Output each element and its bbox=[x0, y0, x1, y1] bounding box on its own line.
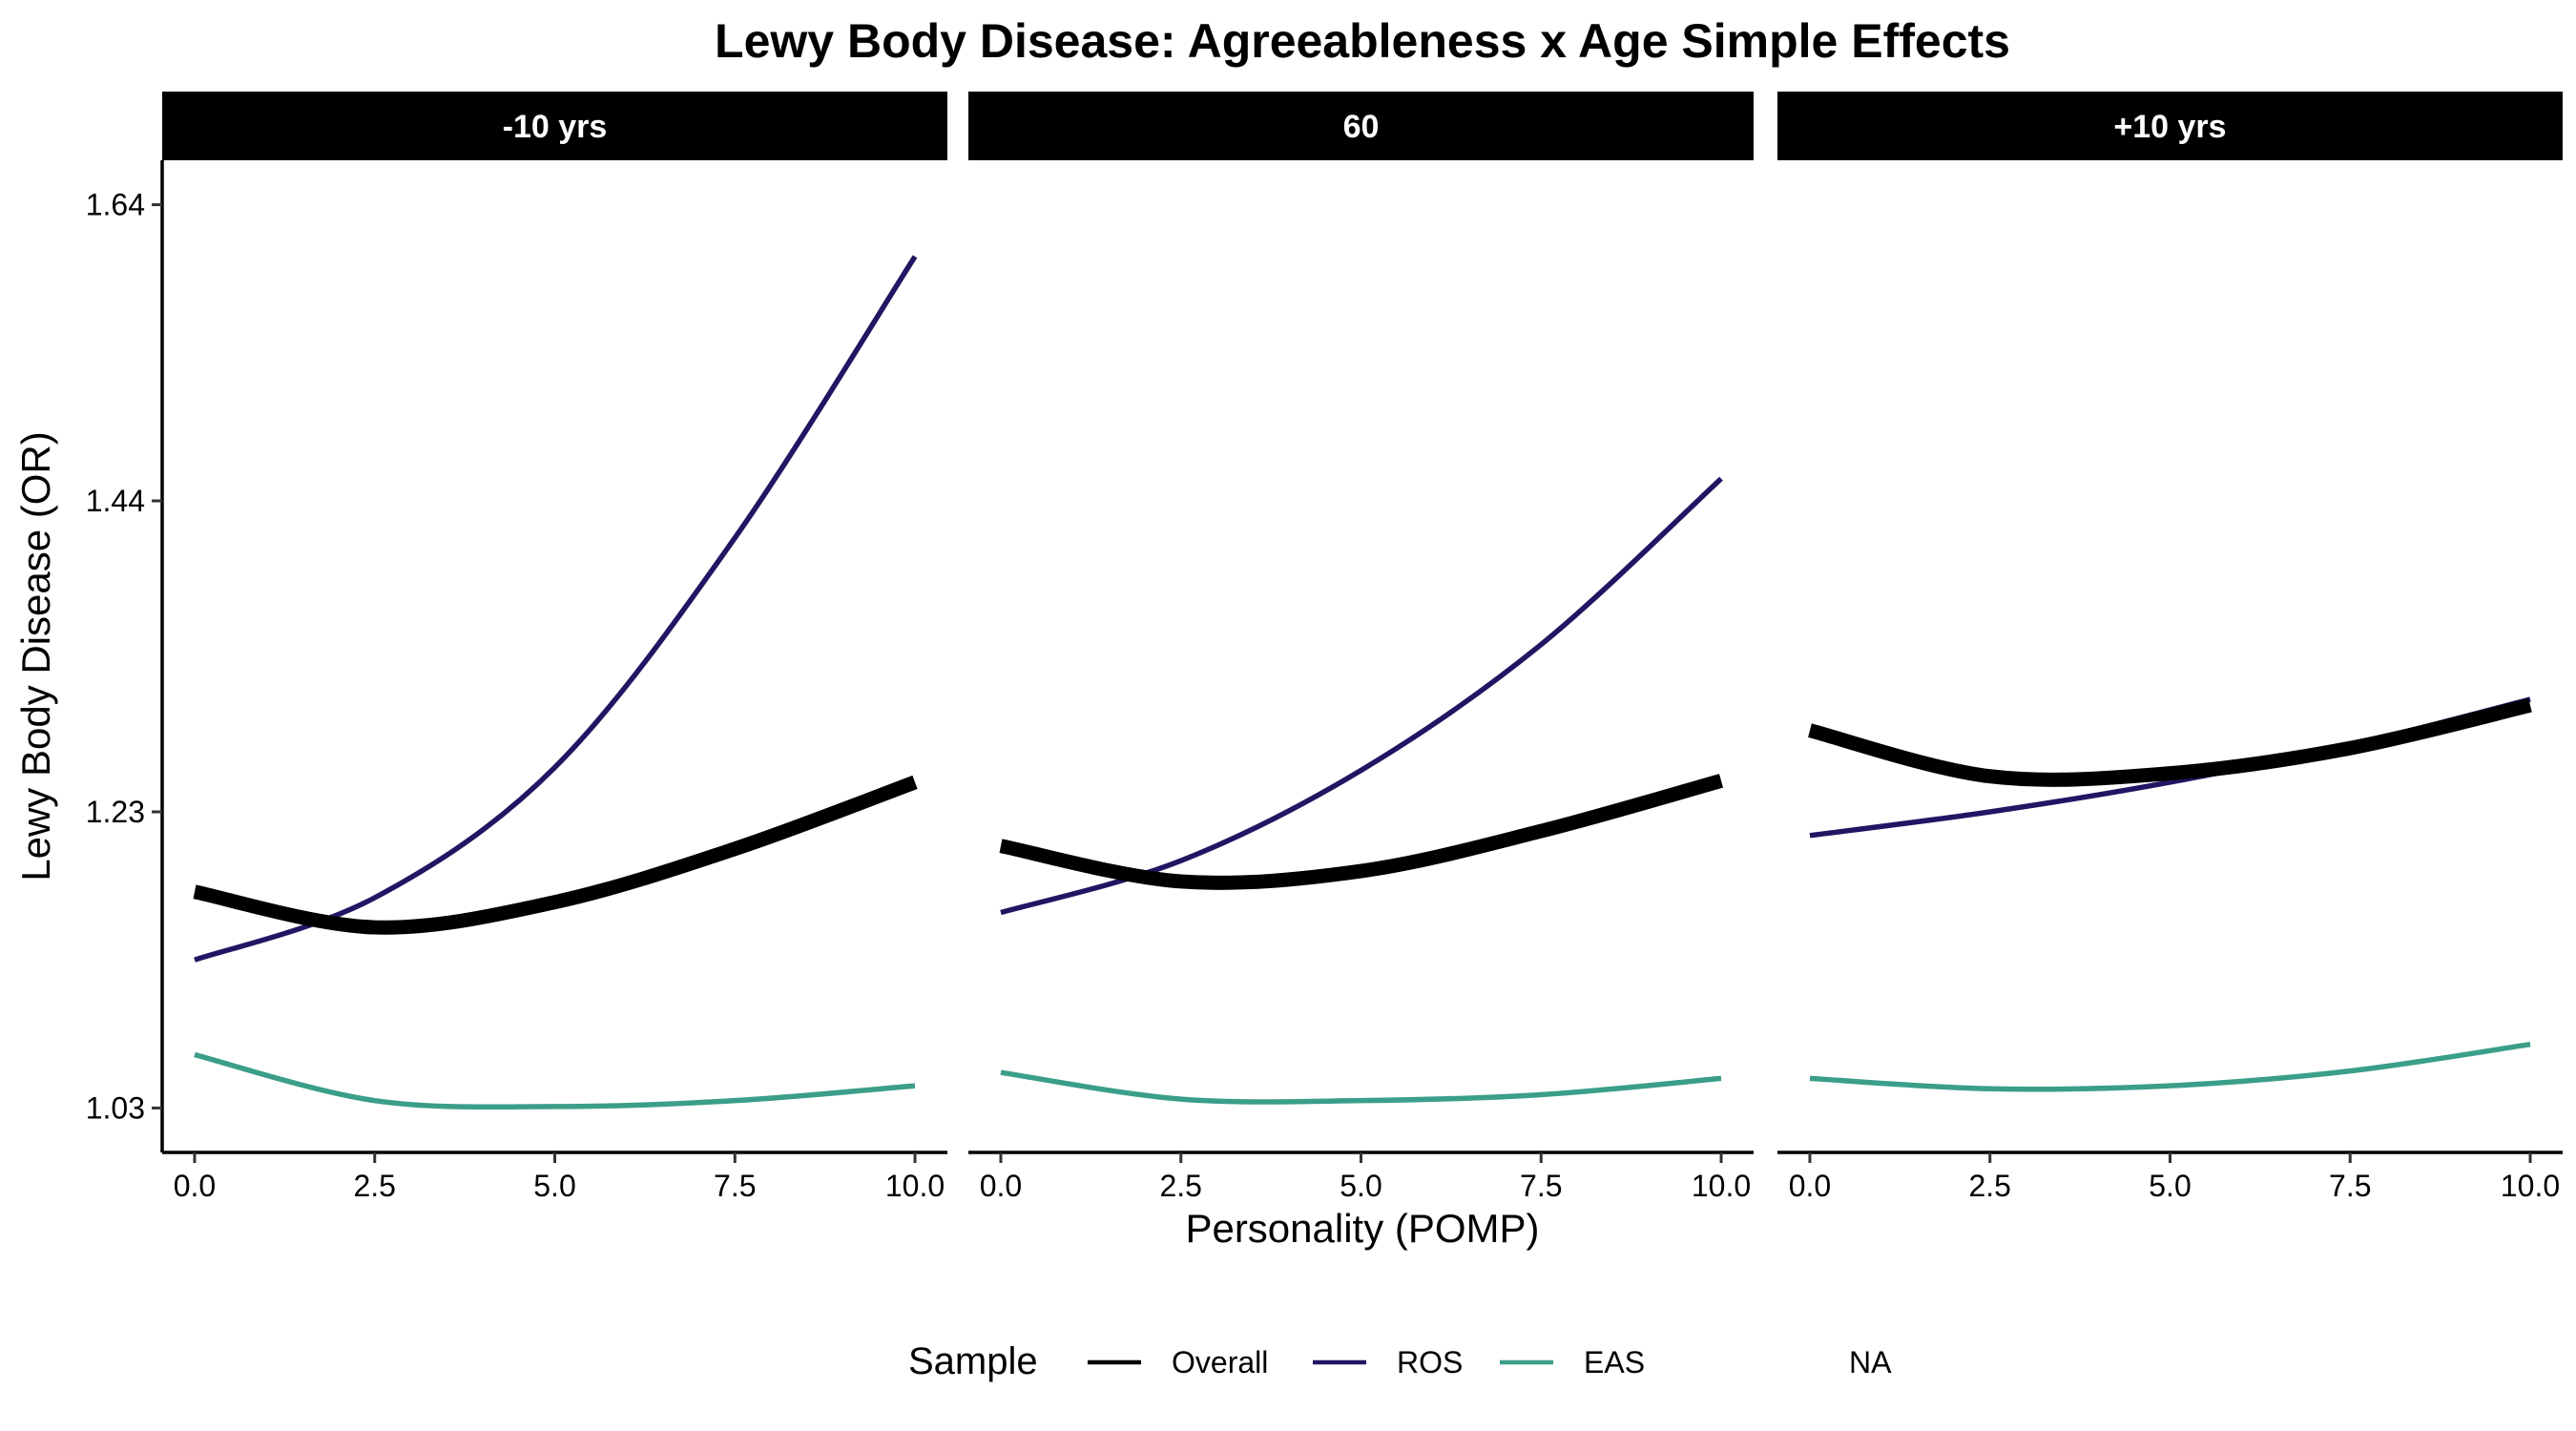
legend-entry: ROS bbox=[1313, 1345, 1463, 1379]
x-tick-label: 5.0 bbox=[533, 1169, 575, 1203]
series-line-eas bbox=[1809, 1041, 2531, 1092]
x-tick-label: 5.0 bbox=[1340, 1169, 1381, 1203]
facet-panel: +10 yrs 0.0 2.5 5.0 7.5 10.0 bbox=[1777, 92, 2563, 1203]
x-tick-label: 2.5 bbox=[1159, 1169, 1201, 1203]
facet-panel: 60 0.0 2.5 5.0 7.5 10.0 bbox=[968, 92, 1754, 1203]
y-tick-label: 1.23 bbox=[86, 795, 145, 829]
facet-strip bbox=[162, 92, 947, 160]
y-tick-label: 1.03 bbox=[86, 1090, 145, 1125]
series-line-overall bbox=[1808, 697, 2532, 787]
y-tick-label: 1.64 bbox=[86, 188, 145, 222]
x-tick-label: 10.0 bbox=[885, 1169, 945, 1203]
chart-title: Lewy Body Disease: Agreeableness x Age S… bbox=[715, 14, 2010, 68]
x-tick-label: 10.0 bbox=[1692, 1169, 1751, 1203]
facet-strip-label: +10 yrs bbox=[2113, 109, 2226, 145]
legend: Sample Overall ROS EAS NA bbox=[908, 1340, 1892, 1382]
facet-panel: -10 yrs 0.0 2.5 5.0 7.5 10.0 bbox=[162, 92, 947, 1203]
x-tick-label: 2.5 bbox=[1968, 1169, 2010, 1203]
facet-strip bbox=[968, 92, 1754, 160]
legend-label: EAS bbox=[1584, 1345, 1645, 1379]
y-axis: 1.03 1.23 1.44 1.64 bbox=[86, 160, 164, 1152]
x-tick-label: 10.0 bbox=[2501, 1169, 2560, 1203]
series-line-ros bbox=[194, 255, 918, 963]
y-tick-label: 1.44 bbox=[86, 484, 145, 518]
legend-label: Overall bbox=[1172, 1345, 1268, 1379]
y-axis-title: Lewy Body Disease (OR) bbox=[13, 431, 58, 881]
legend-entry: NA bbox=[1849, 1345, 1892, 1379]
x-tick-label: 2.5 bbox=[353, 1169, 395, 1203]
series-line-overall bbox=[193, 775, 918, 935]
legend-label: ROS bbox=[1397, 1345, 1463, 1379]
legend-title: Sample bbox=[908, 1340, 1038, 1382]
x-tick-label: 7.5 bbox=[714, 1169, 756, 1203]
facet-panels: -10 yrs 0.0 2.5 5.0 7.5 10.0 60 0.0 2.5 5.0 7.5 10.… bbox=[162, 92, 2563, 1203]
x-axis-title: Personality (POMP) bbox=[1185, 1206, 1539, 1251]
x-tick-label: 5.0 bbox=[2149, 1169, 2191, 1203]
facet-strip-label: 60 bbox=[1343, 109, 1380, 145]
x-tick-label: 0.0 bbox=[174, 1169, 216, 1203]
series-line-eas bbox=[1000, 1069, 1722, 1105]
legend-label: NA bbox=[1849, 1345, 1892, 1379]
x-tick-label: 7.5 bbox=[2329, 1169, 2371, 1203]
legend-entry: EAS bbox=[1500, 1345, 1645, 1379]
x-tick-label: 7.5 bbox=[1520, 1169, 1562, 1203]
legend-entries: Overall ROS EAS NA bbox=[1088, 1345, 1892, 1379]
facet-strip bbox=[1777, 92, 2563, 160]
facet-strip-label: -10 yrs bbox=[503, 109, 608, 145]
series-line-overall bbox=[999, 774, 1724, 890]
x-tick-label: 0.0 bbox=[1789, 1169, 1831, 1203]
series-line-ros bbox=[1000, 476, 1723, 916]
series-line-eas bbox=[194, 1051, 916, 1110]
legend-entry: Overall bbox=[1088, 1345, 1268, 1379]
x-tick-label: 0.0 bbox=[980, 1169, 1022, 1203]
